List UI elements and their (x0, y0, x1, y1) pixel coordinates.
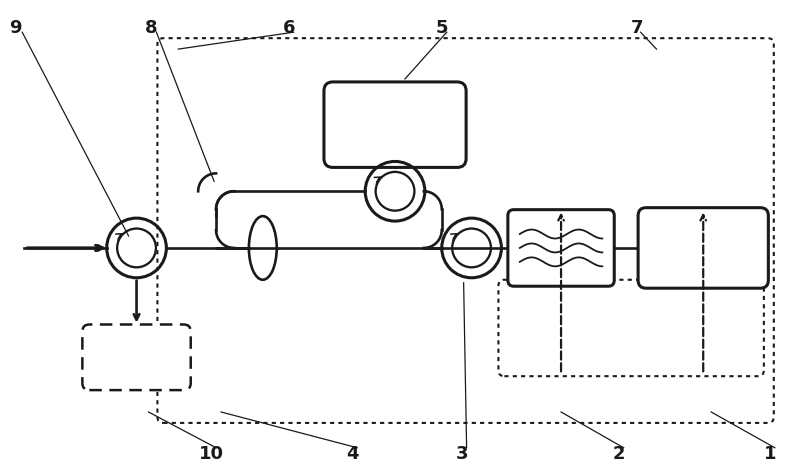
FancyBboxPatch shape (638, 208, 768, 288)
Text: 3: 3 (455, 444, 468, 462)
Text: 8: 8 (145, 19, 158, 37)
Text: 1: 1 (763, 444, 776, 462)
Text: 4: 4 (346, 444, 358, 462)
FancyBboxPatch shape (508, 210, 614, 287)
Text: 5: 5 (435, 19, 448, 37)
Text: 10: 10 (198, 444, 224, 462)
Text: 7: 7 (630, 19, 643, 37)
Text: 2: 2 (613, 444, 625, 462)
Text: 9: 9 (9, 19, 22, 37)
Text: 6: 6 (282, 19, 295, 37)
FancyBboxPatch shape (324, 83, 466, 168)
FancyBboxPatch shape (82, 325, 190, 390)
